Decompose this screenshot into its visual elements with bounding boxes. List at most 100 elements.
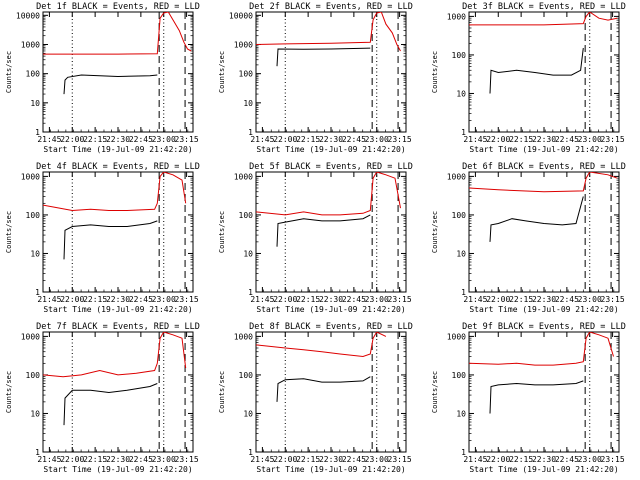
y-axis-label: Counts/sec (218, 51, 226, 93)
x-tick-label: 21:45 (250, 455, 274, 464)
y-tick-label: 1 (35, 288, 40, 297)
y-tick-label: 10 (30, 409, 40, 418)
x-tick-label: 23:00 (152, 295, 176, 304)
series-lld-line (43, 172, 187, 212)
x-tick-label: 22:00 (273, 455, 297, 464)
x-tick-label: 22:00 (486, 295, 510, 304)
x-tick-label: 21:45 (250, 295, 274, 304)
y-tick-label: 1000 (234, 332, 253, 341)
chart-title: Det 4f BLACK = Events, RED = LLD (36, 162, 200, 172)
y-tick-label: 1000 (21, 332, 40, 341)
chart-panel-9: Det 9f BLACK = Events, RED = LLD 1 10 100 10… (431, 322, 626, 474)
x-tick-label: 23:15 (601, 135, 625, 144)
x-axis-label: Start Time (19-Jul-09 21:42:20) (469, 305, 618, 314)
x-tick-label: 22:45 (129, 295, 153, 304)
x-tick-label: 22:30 (532, 135, 556, 144)
x-tick-label: 22:15 (296, 295, 320, 304)
series-events-line (489, 196, 584, 242)
chart-title: Det 7f BLACK = Events, RED = LLD (36, 322, 200, 332)
x-tick-label: 23:00 (578, 295, 602, 304)
x-tick-label: 22:45 (555, 295, 579, 304)
chart-panel-1: Det 1f BLACK = Events, RED = LLD 1 10 100 10… (5, 2, 200, 154)
x-tick-label: 23:15 (175, 455, 199, 464)
series-events-line (489, 48, 584, 94)
y-tick-label: 10 (243, 249, 253, 258)
plot-frame (255, 171, 407, 293)
y-axis-label: Counts/sec (431, 211, 439, 253)
y-axis-label: Counts/sec (5, 51, 13, 93)
x-tick-label: 22:30 (532, 455, 556, 464)
y-tick-label: 1000 (234, 172, 253, 181)
series-lld-line (256, 172, 401, 216)
series-events-line (63, 220, 158, 260)
plot-frame (255, 11, 407, 133)
y-tick-label: 10 (243, 409, 253, 418)
y-tick-label: 100 (452, 51, 467, 60)
x-tick-label: 22:00 (60, 295, 84, 304)
series-lld-line (469, 12, 618, 26)
y-tick-label: 1000 (21, 172, 40, 181)
x-tick-label: 21:45 (250, 135, 274, 144)
chart-panel-8: Det 8f BLACK = Events, RED = LLD 1 10 100 10… (218, 322, 413, 474)
chart-title: Det 1f BLACK = Events, RED = LLD (36, 2, 200, 12)
y-tick-label: 10000 (229, 11, 253, 20)
x-tick-label: 22:15 (296, 455, 320, 464)
x-tick-label: 23:15 (175, 135, 199, 144)
x-tick-label: 22:45 (342, 295, 366, 304)
y-tick-label: 100 (26, 211, 41, 220)
series-lld-line (43, 332, 187, 378)
x-tick-label: 23:15 (388, 135, 412, 144)
x-tick-label: 22:00 (486, 455, 510, 464)
series-lld-line (469, 172, 618, 193)
x-tick-label: 23:00 (578, 455, 602, 464)
series-events-line (63, 74, 158, 95)
chart-title: Det 6f BLACK = Events, RED = LLD (462, 162, 626, 172)
chart-title: Det 8f BLACK = Events, RED = LLD (249, 322, 413, 332)
series-lld-line (469, 332, 614, 366)
x-axis-label: Start Time (19-Jul-09 21:42:20) (43, 145, 192, 154)
x-tick-label: 23:00 (152, 455, 176, 464)
plot-frame (42, 331, 194, 453)
y-axis-label: Counts/sec (431, 371, 439, 413)
chart-title: Det 9f BLACK = Events, RED = LLD (462, 322, 626, 332)
x-tick-label: 22:45 (129, 455, 153, 464)
x-tick-label: 22:45 (342, 455, 366, 464)
plot-frame (42, 11, 194, 133)
chart-panel-3: Det 3f BLACK = Events, RED = LLD 1 10 100 10… (431, 2, 626, 154)
y-tick-label: 100 (26, 70, 41, 79)
x-tick-label: 22:30 (532, 295, 556, 304)
plot-frame (468, 171, 620, 293)
y-tick-label: 1 (35, 128, 40, 137)
x-tick-label: 22:15 (296, 135, 320, 144)
series-events-line (489, 380, 584, 414)
plot-frame (468, 331, 620, 453)
x-tick-label: 22:15 (509, 455, 533, 464)
x-axis-label: Start Time (19-Jul-09 21:42:20) (43, 305, 192, 314)
x-tick-label: 21:45 (463, 135, 487, 144)
y-axis-label: Counts/sec (5, 211, 13, 253)
x-tick-label: 22:15 (83, 135, 107, 144)
chart-panel-7: Det 7f BLACK = Events, RED = LLD 1 10 100 10… (5, 322, 200, 474)
plot-frame (42, 171, 194, 293)
x-tick-label: 21:45 (37, 295, 61, 304)
x-tick-label: 22:30 (319, 455, 343, 464)
y-tick-label: 10 (456, 409, 466, 418)
chart-panel-5: Det 5f BLACK = Events, RED = LLD 1 10 100 10… (218, 162, 413, 314)
y-tick-label: 1000 (234, 40, 253, 49)
y-tick-label: 10 (456, 249, 466, 258)
x-tick-label: 22:15 (509, 295, 533, 304)
x-tick-label: 22:00 (273, 135, 297, 144)
y-tick-label: 100 (239, 211, 254, 220)
x-tick-label: 23:00 (578, 135, 602, 144)
x-tick-label: 22:45 (129, 135, 153, 144)
chart-title: Det 2f BLACK = Events, RED = LLD (249, 2, 413, 12)
y-tick-label: 1 (248, 128, 253, 137)
plot-frame (255, 331, 407, 453)
series-events-line (276, 47, 371, 67)
x-tick-label: 23:00 (152, 135, 176, 144)
x-tick-label: 22:00 (60, 455, 84, 464)
x-axis-label: Start Time (19-Jul-09 21:42:20) (256, 305, 405, 314)
chart-panel-6: Det 6f BLACK = Events, RED = LLD 1 10 100 10… (431, 162, 626, 314)
x-axis-label: Start Time (19-Jul-09 21:42:20) (256, 465, 405, 474)
y-tick-label: 100 (26, 371, 41, 380)
